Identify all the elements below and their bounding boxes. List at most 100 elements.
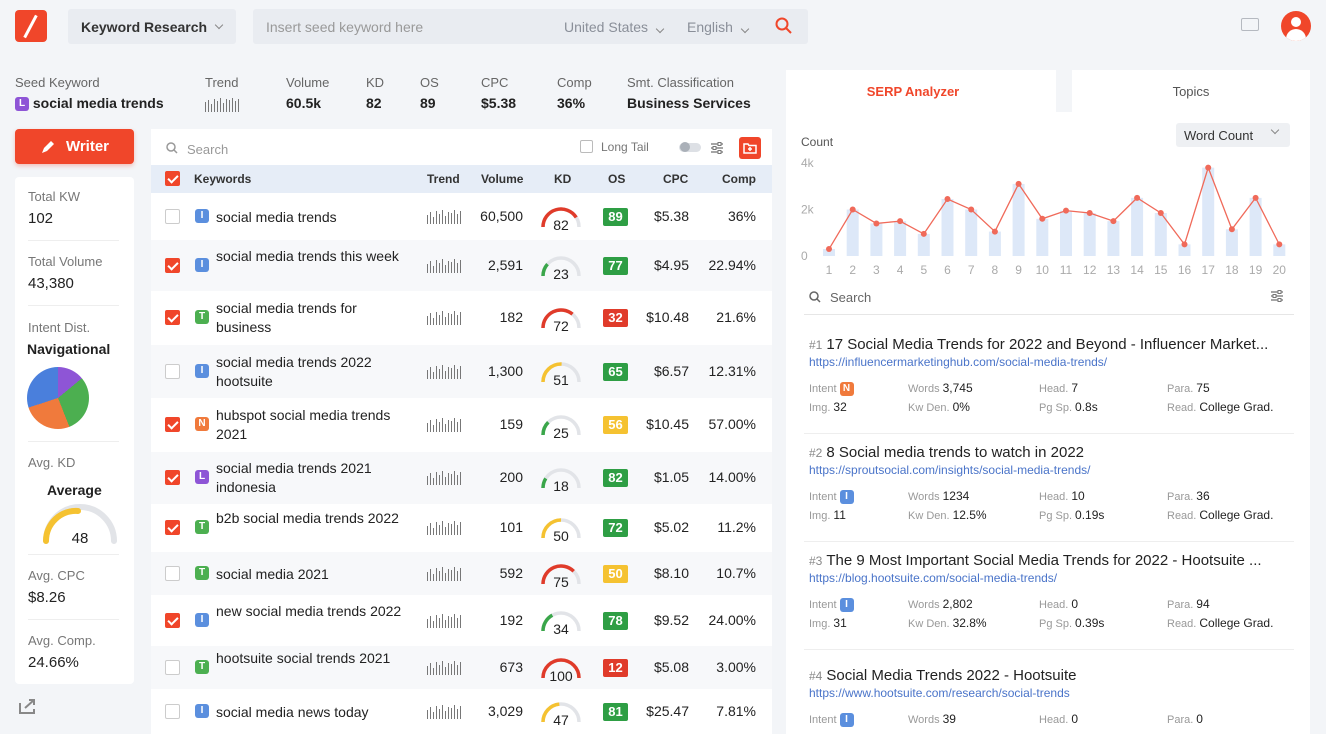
long-tail-checkbox[interactable]: [580, 140, 593, 153]
keyword-text[interactable]: social media trends: [216, 208, 337, 225]
user-avatar-icon[interactable]: [1281, 11, 1311, 41]
metric-select[interactable]: Word Count: [1176, 123, 1290, 147]
keyword-text[interactable]: social media trends 2021 indonesia: [216, 460, 372, 495]
seed-trend: Trend: [205, 75, 239, 112]
tool-select[interactable]: Keyword Research: [68, 9, 236, 44]
seed-classification: Smt. Classification Business Services: [627, 75, 751, 111]
keyword-text[interactable]: hootsuite social trends 2021: [216, 649, 391, 666]
row-checkbox[interactable]: [165, 704, 180, 719]
serp-url[interactable]: https://blog.hootsuite.com/social-media-…: [809, 571, 1058, 585]
serp-result[interactable]: #4 Social Media Trends 2022 - Hootsuite ht…: [804, 667, 1294, 734]
header-cpc[interactable]: CPC: [663, 172, 689, 186]
language-select[interactable]: English: [687, 19, 750, 35]
serp-result[interactable]: #2 8 Social media trends to watch in 2022…: [804, 444, 1294, 542]
serp-url[interactable]: https://influencermarketinghub.com/socia…: [809, 355, 1108, 369]
serp-search-input[interactable]: Search: [830, 290, 872, 305]
row-checkbox[interactable]: [165, 208, 180, 224]
cpc-value: $1.05: [653, 469, 689, 485]
header-trend[interactable]: Trend: [427, 172, 460, 186]
row-checkbox[interactable]: [165, 310, 180, 325]
serp-readability: Read. College Grad.: [1167, 508, 1274, 522]
kd-value: 50: [553, 528, 569, 544]
keyboard-icon[interactable]: [1241, 18, 1259, 31]
y-tick-label: 2k: [801, 203, 815, 217]
y-tick-label: 0: [801, 249, 808, 263]
row-checkbox[interactable]: [165, 659, 180, 675]
seed-keyword: Seed Keyword L social media trends: [15, 75, 164, 112]
cpc-value: $5.38: [653, 207, 689, 224]
keyword-text[interactable]: social media trends this week: [216, 247, 399, 264]
row-checkbox[interactable]: [165, 470, 180, 485]
filter-sliders-icon[interactable]: [710, 141, 724, 155]
keyword-text[interactable]: new social media trends 2022: [216, 602, 402, 619]
avg-kd-stat: Avg. KD Average 48: [28, 455, 119, 555]
keyword-text[interactable]: hubspot social media trends 2021: [216, 407, 391, 442]
intent-pie-chart: [27, 367, 89, 429]
tab-topics[interactable]: Topics: [1056, 70, 1310, 112]
header-volume[interactable]: Volume: [481, 172, 524, 186]
view-toggle[interactable]: [679, 142, 701, 152]
header-comp[interactable]: Comp: [722, 172, 756, 186]
header-keywords[interactable]: Keywords: [194, 172, 252, 186]
keyword-text[interactable]: social media news today: [216, 704, 369, 720]
chart-point: [1181, 241, 1188, 248]
select-all-checkbox[interactable]: [165, 171, 180, 186]
chart-point: [1276, 241, 1283, 248]
row-checkbox[interactable]: [165, 612, 180, 628]
table-search-input[interactable]: Search: [187, 142, 229, 157]
header-os[interactable]: OS: [608, 172, 626, 186]
search-icon[interactable]: [775, 17, 792, 34]
row-checkbox[interactable]: [165, 363, 180, 379]
header-kd[interactable]: KD: [554, 172, 572, 186]
serp-images: Img. 31: [809, 616, 847, 630]
row-checkbox[interactable]: [165, 417, 180, 432]
long-tail-label: Long Tail: [601, 140, 649, 154]
serp-url[interactable]: https://www.hootsuite.com/research/socia…: [809, 686, 1070, 700]
share-icon[interactable]: [18, 697, 38, 715]
serp-result[interactable]: #1 17 Social Media Trends for 2022 and Be…: [804, 336, 1294, 434]
writer-button[interactable]: Writer: [15, 129, 134, 164]
serp-readability: Read. College Grad.: [1167, 400, 1274, 414]
export-button[interactable]: [739, 137, 761, 159]
app-logo[interactable]: [15, 10, 47, 42]
x-tick-label: 9: [1015, 263, 1022, 277]
serp-url[interactable]: https://sproutsocial.com/insights/social…: [809, 463, 1091, 477]
serp-title[interactable]: #4 Social Media Trends 2022 - Hootsuite: [809, 667, 1077, 684]
serp-page-speed: Pg Sp. 0.8s: [1039, 400, 1098, 414]
seed-keyword-input[interactable]: Insert seed keyword here: [266, 19, 424, 35]
country-select[interactable]: United States: [564, 19, 665, 35]
keyword-text[interactable]: social media 2021: [216, 565, 329, 582]
chart-point: [944, 196, 951, 203]
kd-gauge: 25: [539, 413, 583, 443]
volume-value: 101: [499, 519, 523, 535]
keyword-text[interactable]: b2b social media trends 2022: [216, 510, 399, 526]
row-checkbox[interactable]: [165, 520, 180, 535]
cpc-value: $6.57: [653, 362, 689, 379]
serp-title[interactable]: #2 8 Social media trends to watch in 2022: [809, 444, 1085, 461]
total-volume-stat: Total Volume 43,380: [28, 254, 119, 306]
kd-gauge: 72: [539, 306, 583, 336]
serp-title[interactable]: #1 17 Social Media Trends for 2022 and Be…: [809, 336, 1269, 353]
serp-title[interactable]: #3 The 9 Most Important Social Media Tren…: [809, 552, 1262, 569]
x-tick-label: 2: [849, 263, 856, 277]
chart-bar: [1083, 212, 1096, 256]
keyword-text[interactable]: social media trends for business: [216, 300, 357, 335]
x-tick-label: 19: [1249, 263, 1263, 277]
row-checkbox[interactable]: [165, 565, 180, 581]
serp-result[interactable]: #3 The 9 Most Important Social Media Tren…: [804, 552, 1294, 650]
row-checkbox[interactable]: [165, 257, 180, 273]
keyword-text[interactable]: social media trends 2022 hootsuite: [216, 353, 372, 389]
tab-serp-analyzer[interactable]: SERP Analyzer: [786, 70, 1040, 112]
filter-sliders-icon[interactable]: [1270, 289, 1284, 303]
